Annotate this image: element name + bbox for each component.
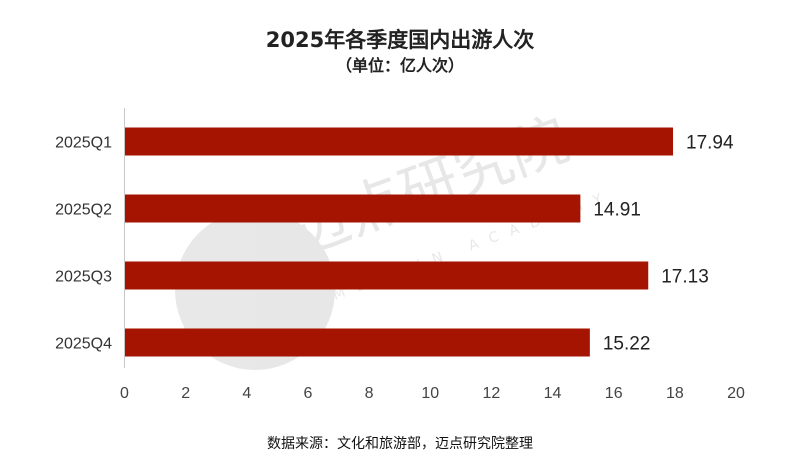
x-tick-label: 8	[365, 385, 374, 402]
x-tick-label: 6	[303, 385, 312, 402]
data-label: 17.94	[686, 133, 734, 154]
x-tick-label: 0	[120, 385, 129, 402]
x-tick-label: 4	[242, 385, 251, 402]
bar-2025Q1	[124, 127, 674, 156]
source-note: 数据来源：文化和旅游部，迈点研究院整理	[267, 436, 533, 452]
x-tick-label: 20	[727, 385, 745, 402]
category-label: 2025Q3	[55, 269, 112, 286]
chart-subtitle: （单位：亿人次）	[335, 56, 464, 75]
bar-2025Q3	[124, 261, 649, 290]
x-tick-label: 2	[181, 385, 190, 402]
x-tick-label: 14	[544, 385, 562, 402]
x-tick-label: 10	[421, 385, 439, 402]
category-label: 2025Q2	[55, 202, 112, 219]
bar-2025Q4	[124, 328, 590, 357]
data-label: 15.22	[603, 334, 651, 355]
category-label: 2025Q1	[55, 135, 112, 152]
x-tick-label: 16	[605, 385, 623, 402]
bar-2025Q2	[124, 194, 581, 223]
x-tick-label: 18	[666, 385, 684, 402]
category-label: 2025Q4	[55, 336, 112, 353]
x-tick-label: 12	[483, 385, 501, 402]
chart-title: 2025年各季度国内出游人次	[265, 28, 535, 52]
data-label: 14.91	[593, 200, 641, 221]
data-label: 17.13	[661, 267, 709, 288]
